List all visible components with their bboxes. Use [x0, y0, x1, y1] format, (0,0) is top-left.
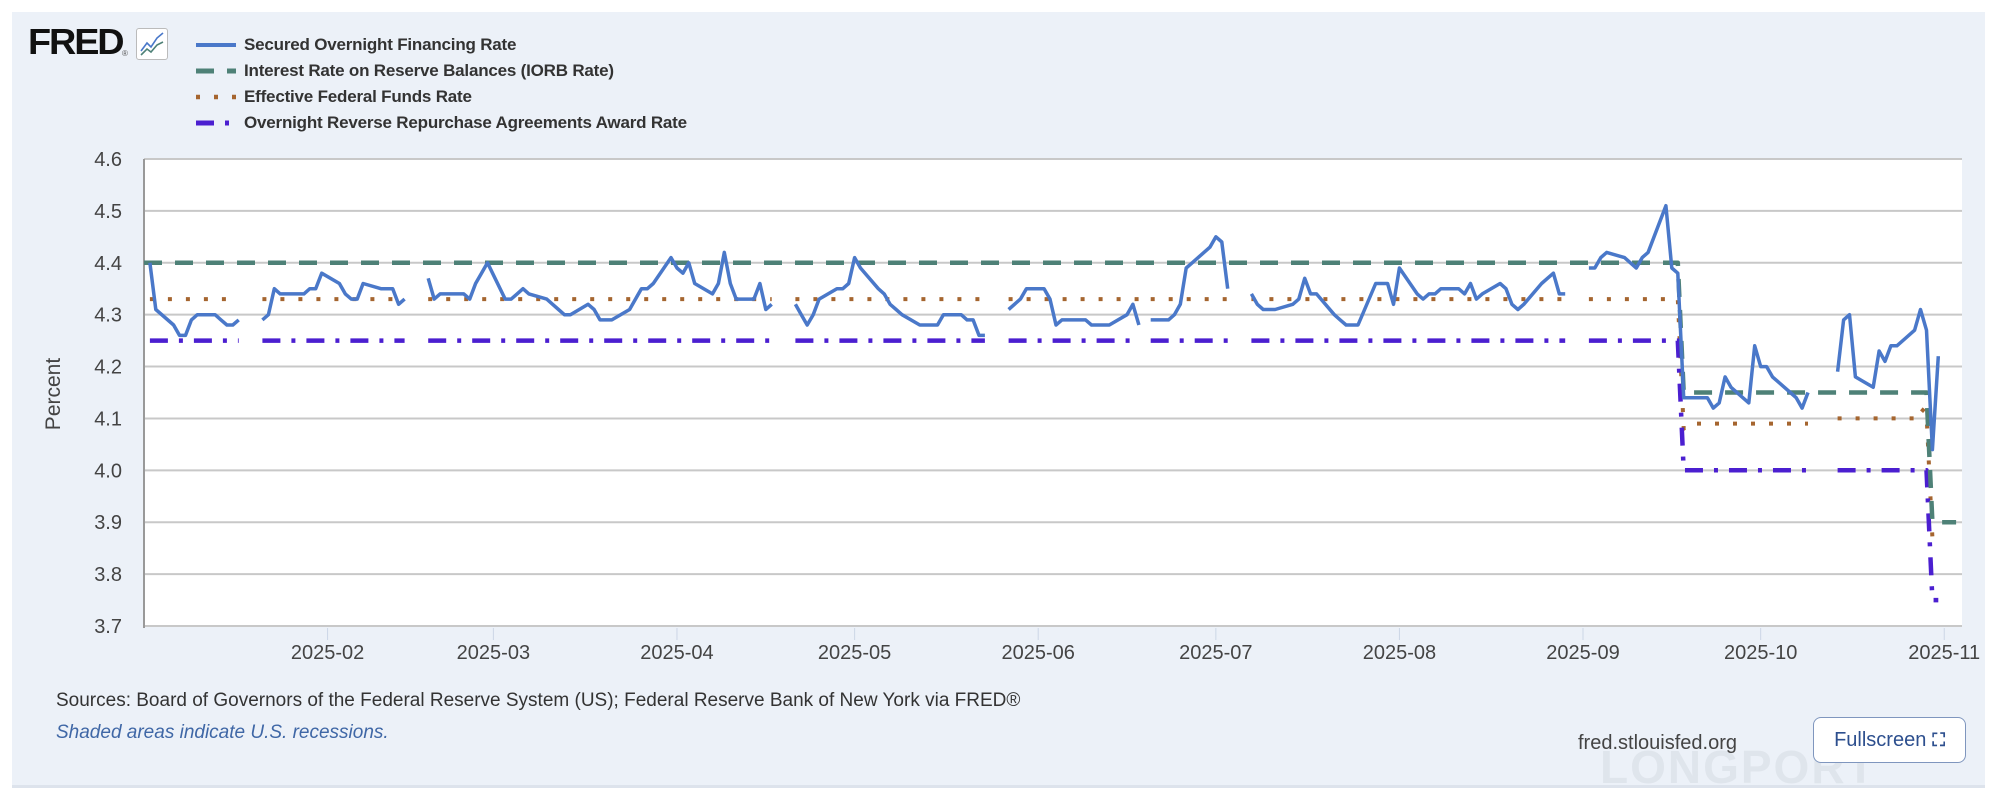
y-tick-label: 4.0 — [94, 460, 122, 482]
series-line-sofr — [1835, 307, 1941, 452]
sources-text: Sources: Board of Governors of the Feder… — [56, 690, 1021, 711]
y-tick-label: 3.7 — [94, 616, 122, 638]
legend-label: Interest Rate on Reserve Balances (IORB … — [244, 61, 614, 80]
series-line-sofr — [148, 262, 240, 338]
legend-label: Overnight Reverse Repurchase Agreements … — [244, 113, 687, 132]
series-line-sofr — [1249, 266, 1566, 327]
y-tick-label: 4.2 — [94, 357, 122, 379]
plot-area — [144, 159, 1962, 626]
x-tick-label: 2025-08 — [1363, 642, 1436, 664]
series-line-effr — [1837, 406, 1939, 540]
y-tick-label: 3.8 — [94, 564, 122, 586]
legend-item-effr[interactable]: Effective Federal Funds Rate — [196, 84, 687, 110]
legend-swatch-icon — [196, 68, 236, 74]
x-tick-label: 2025-07 — [1179, 642, 1252, 664]
x-tick-label: 2025-09 — [1546, 642, 1619, 664]
legend-item-iorb[interactable]: Interest Rate on Reserve Balances (IORB … — [196, 58, 687, 84]
x-tick-label: 2025-10 — [1724, 642, 1797, 664]
chart-legend: Secured Overnight Financing Rate Interest… — [196, 32, 687, 136]
series-line-iorb — [144, 260, 1957, 525]
series-line-rrp — [1837, 468, 1939, 603]
series-line-sofr — [1007, 286, 1141, 327]
fullscreen-button[interactable]: Fullscreen ⛶ — [1813, 717, 1966, 763]
legend-item-rrp[interactable]: Overnight Reverse Repurchase Agreements … — [196, 110, 687, 136]
legend-swatch-icon — [196, 94, 236, 100]
y-tick-label: 4.3 — [94, 305, 122, 327]
series-line-sofr — [1150, 235, 1230, 322]
x-tick-label: 2025-06 — [1001, 642, 1074, 664]
series-line-sofr — [1588, 203, 1810, 410]
y-tick-label: 4.1 — [94, 408, 122, 430]
line-chart-icon — [135, 28, 168, 60]
x-tick-label: 2025-02 — [291, 642, 364, 664]
site-link[interactable]: fred.stlouisfed.org — [1578, 732, 1737, 754]
x-tick-label: 2025-05 — [818, 642, 891, 664]
series-line-rrp — [1588, 338, 1808, 473]
legend-label: Secured Overnight Financing Rate — [244, 35, 517, 54]
legend-swatch-icon — [196, 120, 236, 126]
x-tick-label: 2025-04 — [640, 642, 713, 664]
y-tick-label: 4.4 — [94, 253, 122, 275]
fullscreen-icon: ⛶ — [1932, 729, 1945, 750]
fred-logo[interactable]: FRED ® — [28, 24, 168, 60]
fred-logo-text: FRED — [28, 21, 125, 62]
x-tick-label: 2025-03 — [457, 642, 530, 664]
fullscreen-label: Fullscreen — [1834, 728, 1927, 751]
series-line-sofr — [793, 255, 985, 338]
registered-mark: ® — [122, 49, 128, 58]
x-tick-label: 2025-11 — [1908, 642, 1980, 664]
legend-label: Effective Federal Funds Rate — [244, 87, 472, 106]
y-tick-label: 3.9 — [94, 512, 122, 534]
recession-note: Shaded areas indicate U.S. recessions. — [56, 722, 389, 743]
series-line-sofr — [261, 271, 406, 322]
series-line-sofr — [426, 250, 773, 322]
y-tick-label: 4.6 — [94, 149, 122, 171]
legend-item-sofr[interactable]: Secured Overnight Financing Rate — [196, 32, 687, 58]
y-axis-label: Percent — [42, 358, 65, 431]
legend-swatch-icon — [196, 43, 236, 47]
y-tick-label: 4.5 — [94, 201, 122, 223]
